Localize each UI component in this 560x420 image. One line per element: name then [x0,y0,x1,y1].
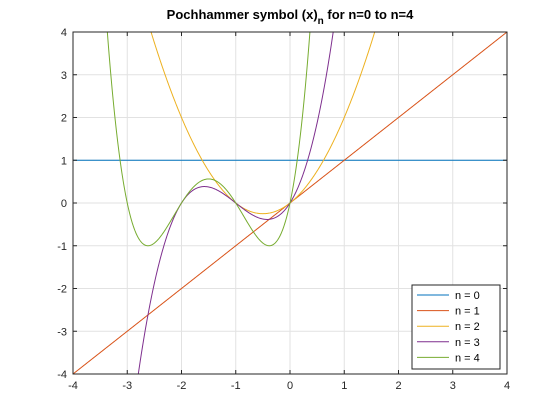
legend-label: n = 2 [455,321,480,333]
chart-title-prefix: Pochhammer symbol (x) [167,7,318,22]
x-tick-label: 4 [504,380,510,392]
x-tick-label: -2 [177,380,187,392]
legend-label: n = 3 [455,337,480,349]
y-tick-label: 3 [61,70,67,82]
x-tick-label: -3 [122,380,132,392]
y-tick-label: 4 [61,27,67,39]
y-tick-label: -1 [57,241,67,253]
legend-label: n = 1 [455,306,480,318]
x-tick-label: -1 [231,380,241,392]
x-tick-label: 3 [450,380,456,392]
chart-title-suffix: for n=0 to n=4 [324,7,414,22]
x-tick-label: 1 [341,380,347,392]
axis-ticks: -4 -3 -2 -1 0 1 2 3 4 -4 -3 -2 -1 0 1 2 3 4 [57,27,510,392]
series-line-n4 [106,32,311,247]
legend-label: n = 0 [455,290,480,302]
x-tick-label: 2 [395,380,401,392]
legend-box [411,284,501,370]
y-tick-label: -4 [57,369,67,381]
chart-title-subscript: n [318,16,324,27]
y-tick-label: -2 [57,284,67,296]
series-layer [73,32,507,374]
legend: n = 0 n = 1 n = 2 n = 3 n = 4 [411,284,501,370]
y-tick-label: 2 [61,113,67,125]
chart-title: Pochhammer symbol (x)n for n=0 to n=4 [167,7,414,27]
y-tick-label: 1 [61,155,67,167]
y-tick-label: 0 [61,198,67,210]
x-tick-label: 0 [287,380,293,392]
x-tick-label: -4 [68,380,78,392]
legend-label: n = 4 [455,352,480,364]
y-tick-label: -3 [57,326,67,338]
